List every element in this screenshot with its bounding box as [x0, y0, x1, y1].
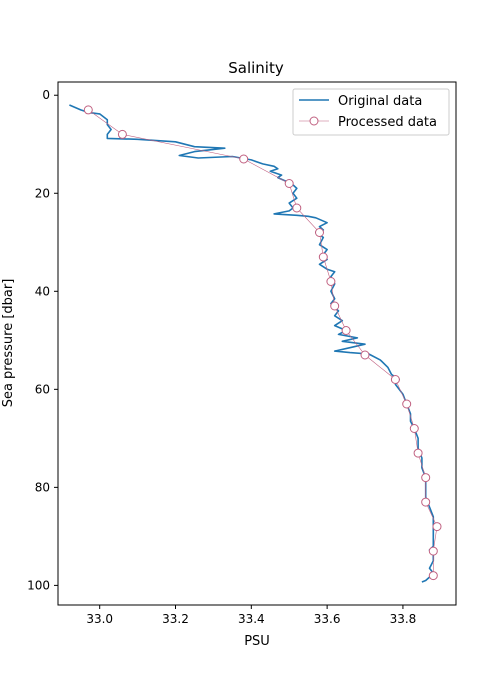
x-tick-label: 33.4 [238, 612, 265, 626]
y-tick-label: 80 [35, 480, 50, 494]
processed-data-point [432, 522, 442, 532]
processed-data-point [284, 179, 294, 188]
processed-data-point [421, 497, 431, 507]
y-tick-label: 60 [35, 382, 50, 396]
plot-area [69, 104, 442, 583]
processed-data-point [390, 375, 400, 384]
y-tick-label: 0 [42, 88, 50, 102]
processed-data-point [413, 448, 423, 458]
y-tick-label: 20 [35, 186, 50, 200]
legend-processed-marker [309, 116, 319, 126]
processed-data-point [341, 326, 351, 335]
x-tick-label: 33.6 [314, 612, 341, 626]
y-axis-label: Sea pressure [dbar] [1, 279, 16, 408]
x-tick-label: 33.2 [162, 612, 189, 626]
x-axis: 33.0 33.2 33.4 33.6 33.8 [86, 605, 416, 626]
processed-data-point [360, 350, 370, 360]
original-data-layer [69, 104, 435, 583]
processed-data-point [117, 129, 127, 139]
processed-data-layer [83, 105, 442, 581]
x-axis-label: PSU [244, 634, 270, 649]
processed-data-point [239, 154, 249, 164]
plot-frame [57, 81, 457, 606]
processed-data-point [409, 424, 419, 433]
legend-original-label: Original data [338, 94, 422, 109]
processed-data-point [83, 105, 93, 115]
y-tick-label: 100 [27, 578, 50, 592]
processed-data-point [292, 203, 302, 213]
x-tick-label: 33.8 [390, 612, 417, 626]
y-tick-label: 40 [35, 284, 50, 298]
legend-box [292, 88, 450, 136]
processed-data-point [428, 571, 438, 581]
x-tick-label: 33.0 [86, 612, 113, 626]
chart-title: Salinity [228, 59, 284, 77]
processed-data-point [428, 546, 438, 556]
processed-data-point [330, 301, 340, 311]
processed-data-point [402, 399, 412, 409]
processed-data-point [318, 252, 328, 262]
original-data-line [69, 104, 435, 583]
legend-processed-label: Processed data [338, 115, 437, 130]
processed-data-point [315, 228, 324, 237]
y-axis: 0 20 40 60 80 100 [27, 88, 58, 592]
legend: Original data Processed data [292, 88, 450, 136]
processed-data-point [326, 277, 336, 286]
processed-data-point [421, 473, 431, 483]
